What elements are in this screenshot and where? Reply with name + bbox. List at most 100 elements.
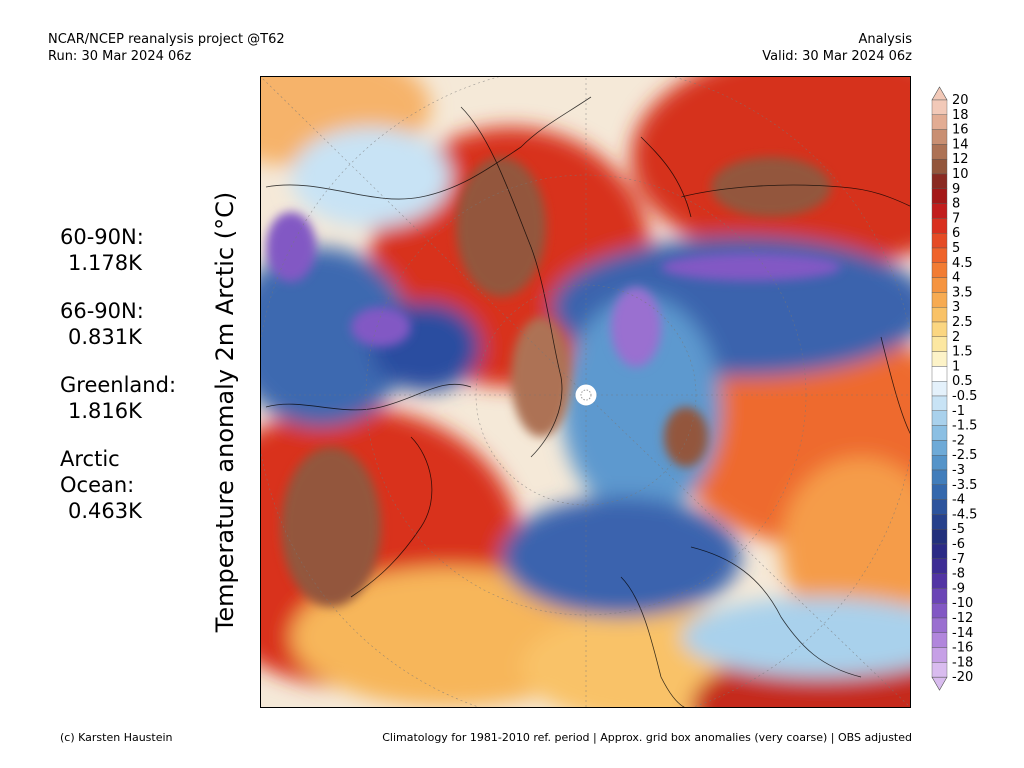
stat-value: 0.463K	[68, 499, 142, 523]
colorbar-arrow-top	[931, 86, 948, 101]
colorbar-swatch	[931, 469, 948, 486]
colorbar-swatch	[931, 351, 948, 367]
stat-label: Arctic Ocean:	[60, 447, 135, 497]
stat-label: 66-90N:	[60, 299, 144, 323]
anomaly-map	[260, 76, 911, 708]
colorbar-swatch	[931, 144, 948, 160]
colorbar-tick-label: 20	[952, 93, 969, 108]
colorbar-tick-label: -9	[952, 581, 965, 596]
credit-label: (c) Karsten Haustein	[60, 731, 173, 744]
colorbar-tick-label: 7	[952, 211, 960, 226]
colorbar-swatch	[931, 455, 948, 471]
colorbar-tick-label: -7	[952, 552, 965, 567]
colorbar-swatch	[931, 617, 948, 634]
colorbar-swatch	[931, 529, 948, 545]
colorbar-swatch	[931, 129, 948, 145]
graticule	[261, 77, 910, 707]
colorbar-tick-label: 9	[952, 182, 960, 197]
colorbar-swatch	[931, 410, 948, 426]
colorbar-swatch	[931, 173, 948, 190]
colorbar-tick-label: 3	[952, 300, 960, 315]
colorbar-swatch	[931, 292, 948, 308]
colorbar-swatch	[931, 514, 948, 530]
colorbar-tick-label: 5	[952, 241, 960, 256]
colorbar-swatch	[931, 647, 948, 663]
colorbar-swatch	[931, 336, 948, 352]
colorbar-swatch	[931, 247, 948, 264]
colorbar-swatch	[931, 188, 948, 204]
colorbar-tick-label: -4.5	[952, 507, 977, 522]
colorbar-tick-label: 4.5	[952, 256, 973, 271]
colorbar-swatch	[931, 381, 948, 397]
coastlines	[265, 96, 910, 707]
colorbar-swatch	[931, 114, 948, 130]
colorbar-tick-label: -14	[952, 626, 973, 641]
colorbar-tick-label: -10	[952, 596, 973, 611]
colorbar-tick-label: -12	[952, 611, 973, 626]
colorbar-tick-label: -8	[952, 567, 965, 582]
stat-label: 60-90N:	[60, 225, 144, 249]
colorbar-swatch	[931, 366, 948, 382]
colorbar-tick-label: 0.5	[952, 374, 973, 389]
colorbar-tick-label: 1	[952, 359, 960, 374]
colorbar-swatch	[931, 440, 948, 456]
stat-arctic-ocean: Arctic Ocean: 0.463K	[60, 446, 200, 524]
colorbar-tick-label: -3.5	[952, 478, 977, 493]
footnote-label: Climatology for 1981-2010 ref. period | …	[382, 731, 912, 744]
colorbar-tick-label: -2.5	[952, 448, 977, 463]
colorbar-tick-label: 2	[952, 330, 960, 345]
colorbar-tick-label: 2.5	[952, 315, 973, 330]
colorbar-tick-label: 4	[952, 271, 960, 286]
colorbar-swatch	[931, 158, 948, 175]
colorbar-swatch	[931, 277, 948, 293]
colorbar-tick-label: 1.5	[952, 345, 973, 360]
colorbar-tick-label: -6	[952, 537, 965, 552]
analysis-label: Analysis	[858, 32, 912, 47]
colorbar-swatch	[931, 632, 948, 648]
colorbar-swatch	[931, 395, 948, 412]
stats-panel: 60-90N: 1.178K 66-90N: 0.831K Greenland:…	[60, 224, 200, 546]
colorbar-tick-label: 12	[952, 152, 969, 167]
colorbar-tick-label: 3.5	[952, 285, 973, 300]
stat-value: 1.816K	[68, 399, 142, 423]
anomaly-map-graphic	[261, 77, 910, 707]
stat-60-90n: 60-90N: 1.178K	[60, 224, 200, 276]
colorbar-tick-label: -1.5	[952, 419, 977, 434]
colorbar-swatch	[931, 484, 948, 500]
colorbar-tick-label: -4	[952, 493, 965, 508]
colorbar-tick-label: 16	[952, 123, 969, 138]
colorbar-tick-label: 14	[952, 137, 969, 152]
source-label: NCAR/NCEP reanalysis project @T62	[48, 32, 285, 47]
colorbar-swatch	[931, 99, 948, 116]
colorbar-swatch	[931, 588, 948, 604]
colorbar: 201816141210987654.543.532.521.510.5-0.5…	[931, 86, 977, 691]
colorbar-tick-label: 10	[952, 167, 969, 182]
colorbar-swatch	[931, 306, 948, 323]
valid-label: Valid: 30 Mar 2024 06z	[762, 49, 912, 64]
colorbar-swatch	[931, 499, 948, 515]
colorbar-swatch	[931, 662, 948, 678]
colorbar-tick-label: -5	[952, 522, 965, 537]
colorbar-arrow-bottom	[931, 676, 948, 691]
colorbar-tick-label: 6	[952, 226, 960, 241]
colorbar-tick-label: 18	[952, 108, 969, 123]
colorbar-swatch	[931, 203, 948, 219]
colorbar-tick-label: -16	[952, 641, 973, 656]
colorbar-swatch	[931, 603, 948, 619]
colorbar-swatch	[931, 558, 948, 574]
stat-label: Greenland:	[60, 373, 177, 397]
colorbar-tick-label: -1	[952, 404, 965, 419]
colorbar-tick-label: -18	[952, 655, 973, 670]
colorbar-tick-label: -3	[952, 463, 965, 478]
anomaly-peaks	[266, 157, 841, 607]
header-left: NCAR/NCEP reanalysis project @T62 Run: 3…	[48, 31, 285, 65]
colorbar-swatch	[931, 232, 948, 249]
colorbar-legend: 20 18 16 14 12 10 9 8 7 6 5 4.5 4 3.5 3 2.5 2 1.5 1 0.5 -0.5…	[930, 86, 1000, 698]
stat-value: 1.178K	[68, 251, 142, 275]
colorbar-swatch	[931, 321, 948, 338]
colorbar-tick-label: -20	[952, 670, 973, 685]
colorbar-swatch	[931, 425, 948, 441]
colorbar-tick-label: 8	[952, 197, 960, 212]
colorbar-tick-label: -0.5	[952, 389, 977, 404]
colorbar-swatch	[931, 218, 948, 234]
